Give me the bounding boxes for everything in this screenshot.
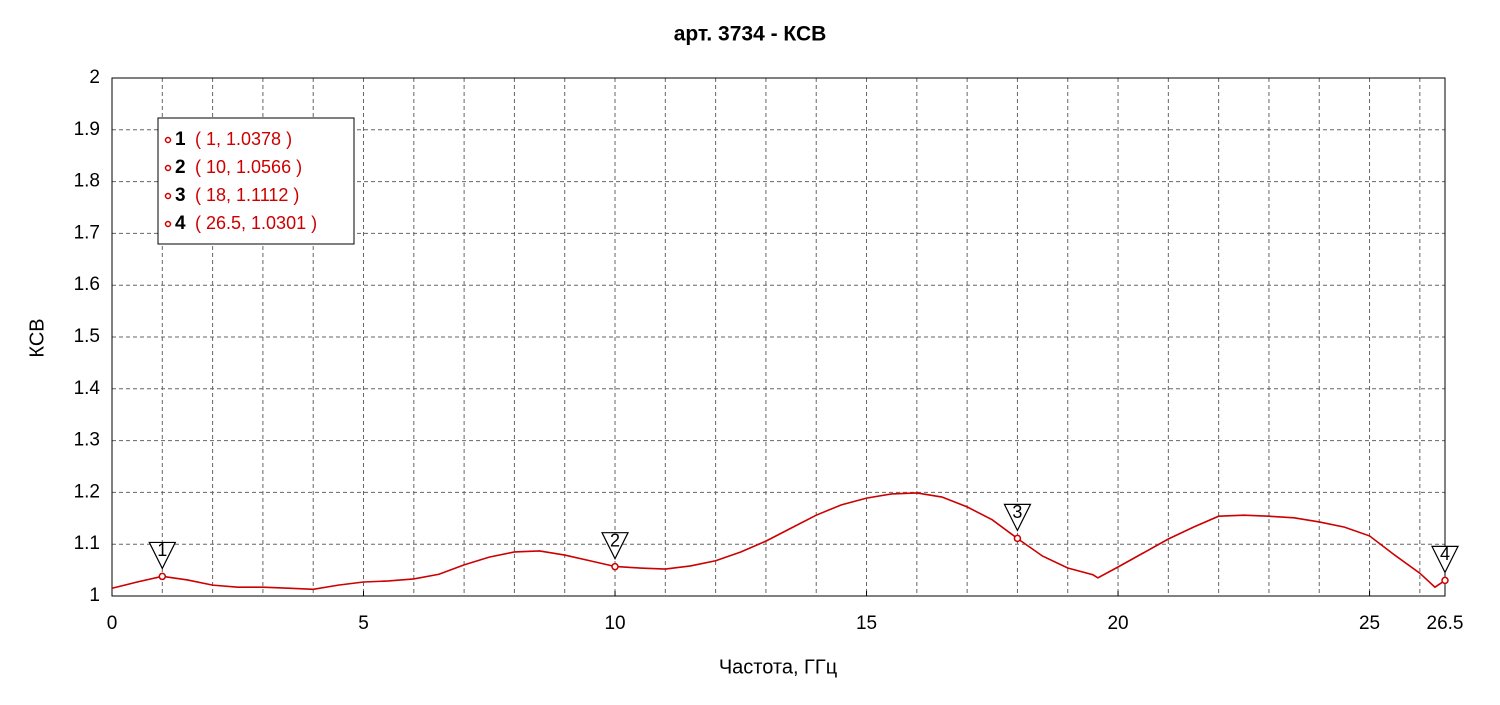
y-tick-label: 1.9 <box>74 119 100 140</box>
y-tick-label: 1.8 <box>74 171 100 192</box>
x-axis-label: Частота, ГГц <box>719 656 837 678</box>
y-tick-label: 1.5 <box>74 326 100 347</box>
legend <box>157 117 355 245</box>
marker-triangle <box>148 541 177 570</box>
legend-dot <box>164 136 172 144</box>
plot: 1 2 3 4 <box>111 492 1459 591</box>
legend-dot <box>164 192 172 200</box>
y-tick-label: 1 <box>89 585 100 606</box>
y-tick-label: 1.2 <box>74 481 100 502</box>
legend-text: ( 18, 1.1112 ) <box>195 185 299 205</box>
legend-number: 1 <box>175 129 186 150</box>
y-tick-label: 1.3 <box>74 430 100 451</box>
y-tick-label: 1.6 <box>74 274 100 295</box>
marker-label: 1 <box>157 540 167 560</box>
legend-dot <box>164 220 172 228</box>
marker-point <box>611 562 619 571</box>
marker-triangle <box>1003 503 1032 532</box>
chart-title: арт. 3734 - КСВ <box>674 23 827 46</box>
legend-dot <box>164 164 172 172</box>
y-tick-label: 1.7 <box>74 222 100 243</box>
marker-point <box>1441 576 1449 585</box>
x-tick-label: 15 <box>856 613 877 634</box>
marker-point <box>1013 534 1022 543</box>
y-tick-label: 2 <box>89 67 100 88</box>
legend-number: 3 <box>175 185 186 206</box>
x-tick-label: 0 <box>107 613 118 634</box>
legend-entries: 1 ( 1, 1.0378 ) 2 ( 10, 1.0566 ) 3 ( 18, 1.11… <box>164 129 317 234</box>
x-tick-label: 20 <box>1107 613 1128 634</box>
marker-label: 2 <box>610 530 620 550</box>
legend-text: ( 26.5, 1.0301 ) <box>195 213 317 233</box>
marker-label: 4 <box>1440 544 1450 564</box>
data-line <box>111 492 1446 591</box>
legend-number: 4 <box>175 213 186 234</box>
y-tick-label: 1.1 <box>74 533 100 554</box>
y-tick-label: 1.4 <box>74 378 101 399</box>
plot-frame <box>111 77 1446 597</box>
x-tick-label: 10 <box>604 613 625 634</box>
grid: 11.11.21.31.41.51.61.71.81.920 5 10 15 20 25 2… <box>74 67 1464 634</box>
y-axis-label: КСВ <box>26 318 48 357</box>
marker-point <box>158 572 167 581</box>
x-tick-label: 5 <box>358 613 369 634</box>
marker-triangle <box>1431 545 1459 574</box>
legend-number: 2 <box>175 157 186 178</box>
x-tick-label: 25 <box>1359 613 1380 634</box>
marker-label: 3 <box>1012 502 1022 522</box>
x-tick-label: 26.5 <box>1427 613 1464 634</box>
marker-triangle <box>601 532 629 561</box>
legend-text: ( 10, 1.0566 ) <box>195 157 302 177</box>
legend-text: ( 1, 1.0378 ) <box>195 129 292 149</box>
